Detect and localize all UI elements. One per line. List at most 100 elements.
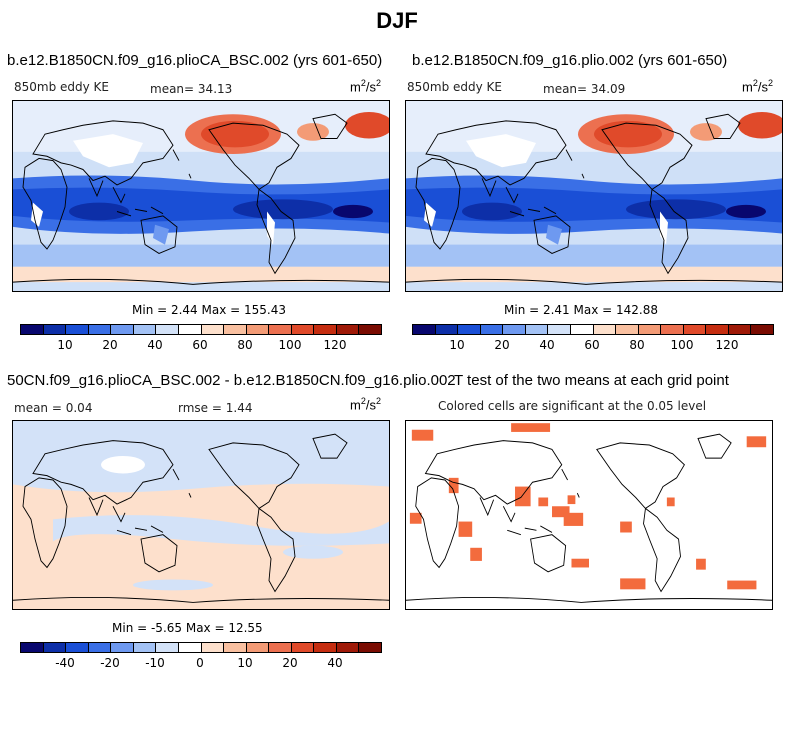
panel-2-colorbar-swatch [661, 325, 684, 334]
panel-2-colorbar-swatch [593, 325, 617, 334]
panel-2-colorbar-swatch [548, 325, 571, 334]
panel-3-rmse-value: 1.44 [225, 401, 253, 415]
panel-1-colorbar [20, 324, 382, 335]
panel-2-colorbar-swatch [728, 325, 752, 334]
panel-1-mean: mean= 34.13 [150, 82, 232, 96]
panel-3-rmse: rmse = 1.44 [178, 401, 252, 415]
panel-2-colorbar [412, 324, 774, 335]
panel-1-minmax: Min = 2.44 Max = 155.43 [132, 303, 286, 317]
panel-2-colorbar-tick: 20 [494, 338, 510, 352]
panel-1-mean-value: 34.13 [197, 82, 233, 96]
panel-4-title: T test of the two means at each grid poi… [454, 372, 729, 389]
panel-1-colorbar-swatch [66, 325, 89, 334]
panel-2-colorbar-tick: 60 [584, 338, 600, 352]
panel-2-colorbar-swatch [751, 325, 773, 334]
panel-1-colorbar-tick: 80 [237, 338, 253, 352]
panel-3-colorbar-swatch [359, 643, 381, 652]
panel-2-colorbar-swatch [616, 325, 639, 334]
panel-1-variable: 850mb eddy KE [14, 80, 110, 94]
panel-3-colorbar-swatch [224, 643, 247, 652]
panel-2-colorbar-swatch [503, 325, 526, 334]
panel-3-colorbar-swatch [336, 643, 360, 652]
panel-3-title: 50CN.f09_g16.plioCA_BSC.002 - b.e12.B185… [7, 372, 456, 389]
panel-2-minmax: Min = 2.41 Max = 142.88 [504, 303, 658, 317]
page-title: DJF [376, 8, 418, 33]
panel-2-colorbar-tick: 10 [449, 338, 465, 352]
panel-3-mean-label: mean = [14, 401, 62, 415]
panel-1-colorbar-swatch [43, 325, 67, 334]
panel-1-colorbar-swatch [246, 325, 270, 334]
panel-2-colorbar-swatch [706, 325, 729, 334]
panel-1-colorbar-swatch [178, 325, 202, 334]
panel-3-map [12, 420, 390, 610]
panel-2-colorbar-tick: 80 [629, 338, 645, 352]
panel-3-colorbar-swatch [246, 643, 270, 652]
panel-3-colorbar-swatch [88, 643, 112, 652]
panel-2-map [405, 100, 783, 292]
panel-1-colorbar-tick: 20 [102, 338, 118, 352]
panel-2-colorbar-swatch [458, 325, 481, 334]
panel-3-mean: mean = 0.04 [14, 401, 92, 415]
panel-1-units: m2/s2 [350, 78, 381, 95]
panel-1-colorbar-swatch [269, 325, 292, 334]
panel-1-colorbar-tick: 10 [57, 338, 73, 352]
panel-4-subtitle: Colored cells are significant at the 0.0… [438, 399, 707, 413]
panel-2-colorbar-tick: 100 [670, 338, 694, 352]
panel-3-colorbar-swatch [21, 643, 44, 652]
panel-2-colorbar-tick: 40 [539, 338, 555, 352]
panel-3-colorbar-tick: 40 [327, 656, 343, 670]
panel-3-colorbar-swatch [156, 643, 179, 652]
panel-3-minmax: Min = -5.65 Max = 12.55 [112, 621, 263, 635]
panel-1-colorbar-swatch [156, 325, 179, 334]
panel-1-colorbar-tick: 120 [323, 338, 347, 352]
panel-3-rmse-label: rmse = [178, 401, 222, 415]
panel-1-colorbar-swatch [224, 325, 247, 334]
panel-2-colorbar-swatch [525, 325, 549, 334]
panel-1-colorbar-swatch [88, 325, 112, 334]
panel-1-title: b.e12.B1850CN.f09_g16.plioCA_BSC.002 (yr… [7, 52, 383, 69]
panel-1-map [12, 100, 390, 292]
panel-1-colorbar-tick: 60 [192, 338, 208, 352]
panel-2-colorbar-swatch [435, 325, 459, 334]
panel-3-colorbar-swatch [111, 643, 134, 652]
panel-3-colorbar-swatch [314, 643, 337, 652]
panel-2-mean-value: 34.09 [590, 82, 626, 96]
panel-2-title: b.e12.B1850CN.f09_g16.plio.002 (yrs 601-… [412, 52, 728, 69]
panel-3-colorbar-tick: -20 [100, 656, 120, 670]
panel-1-colorbar-swatch [133, 325, 157, 334]
panel-2-colorbar-tick: 120 [715, 338, 739, 352]
panel-3-colorbar-swatch [43, 643, 67, 652]
panel-3-colorbar-tick: -40 [55, 656, 75, 670]
panel-3-colorbar-swatch [201, 643, 225, 652]
panel-3-colorbar-swatch [269, 643, 292, 652]
panel-1-colorbar-swatch [111, 325, 134, 334]
panel-1-colorbar-swatch [201, 325, 225, 334]
panel-2-colorbar-swatch [480, 325, 504, 334]
panel-4-map [405, 420, 773, 610]
panel-1-colorbar-tick: 100 [278, 338, 302, 352]
panel-2-units: m2/s2 [742, 78, 773, 95]
panel-2-colorbar-swatch [413, 325, 436, 334]
panel-2-colorbar-swatch [638, 325, 662, 334]
panel-3-colorbar-swatch [133, 643, 157, 652]
panel-1-colorbar-swatch [21, 325, 44, 334]
panel-2-colorbar-swatch [570, 325, 594, 334]
panel-1-colorbar-tick: 40 [147, 338, 163, 352]
panel-2-variable: 850mb eddy KE [407, 80, 503, 94]
panel-1-colorbar-swatch [336, 325, 360, 334]
panel-3-colorbar-swatch [291, 643, 315, 652]
panel-2-mean: mean= 34.09 [543, 82, 625, 96]
panel-1-colorbar-swatch [314, 325, 337, 334]
panel-2-mean-label: mean= [543, 82, 588, 96]
panel-3-colorbar [20, 642, 382, 653]
panel-3-mean-value: 0.04 [65, 401, 93, 415]
panel-3-colorbar-swatch [66, 643, 89, 652]
panel-3-colorbar-swatch [178, 643, 202, 652]
panel-1-colorbar-swatch [359, 325, 381, 334]
panel-1-colorbar-swatch [291, 325, 315, 334]
panel-3-colorbar-tick: 20 [282, 656, 298, 670]
panel-3-colorbar-tick: 0 [196, 656, 204, 670]
panel-1-mean-label: mean= [150, 82, 195, 96]
panel-3-units: m2/s2 [350, 396, 381, 413]
panel-3-colorbar-tick: -10 [145, 656, 165, 670]
